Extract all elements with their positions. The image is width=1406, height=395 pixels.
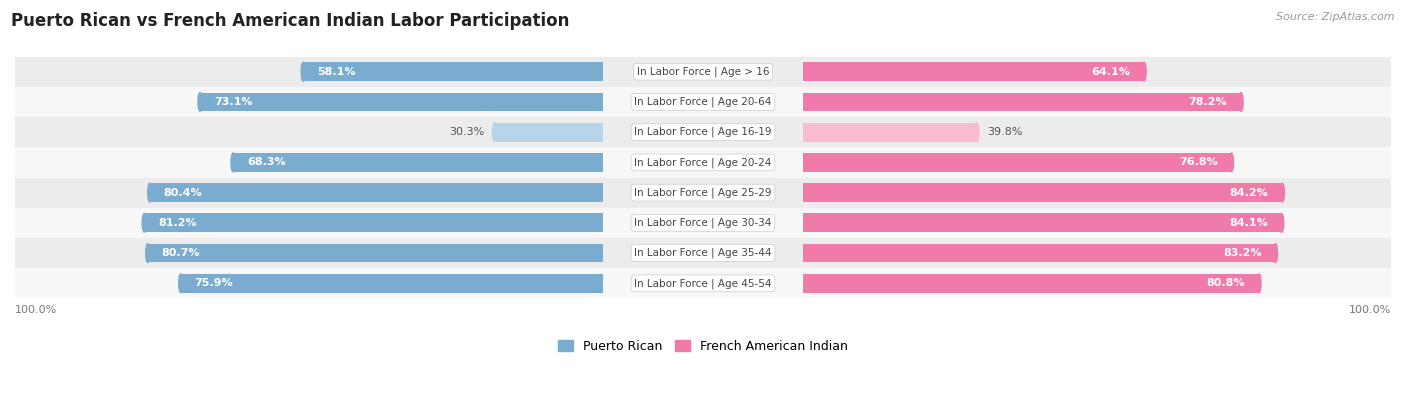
Text: 83.2%: 83.2% bbox=[1223, 248, 1261, 258]
Text: In Labor Force | Age 20-24: In Labor Force | Age 20-24 bbox=[634, 157, 772, 167]
Text: 39.8%: 39.8% bbox=[987, 127, 1022, 137]
Bar bbox=[803, 213, 1282, 232]
Circle shape bbox=[492, 123, 496, 141]
Text: In Labor Force | Age 16-19: In Labor Force | Age 16-19 bbox=[634, 127, 772, 137]
Text: 30.3%: 30.3% bbox=[449, 127, 484, 137]
Bar bbox=[233, 153, 603, 172]
Text: 81.2%: 81.2% bbox=[157, 218, 197, 228]
Text: 80.7%: 80.7% bbox=[162, 248, 200, 258]
Bar bbox=[803, 123, 977, 141]
Bar bbox=[803, 92, 1241, 111]
Text: 73.1%: 73.1% bbox=[214, 97, 252, 107]
Bar bbox=[803, 153, 1232, 172]
Text: In Labor Force | Age > 16: In Labor Force | Age > 16 bbox=[637, 66, 769, 77]
Text: 80.8%: 80.8% bbox=[1206, 278, 1246, 288]
Text: In Labor Force | Age 25-29: In Labor Force | Age 25-29 bbox=[634, 187, 772, 198]
Circle shape bbox=[1229, 153, 1233, 172]
Bar bbox=[145, 213, 603, 232]
Bar bbox=[200, 92, 603, 111]
Bar bbox=[803, 183, 1282, 202]
Circle shape bbox=[1274, 244, 1278, 262]
Text: 78.2%: 78.2% bbox=[1188, 97, 1227, 107]
Circle shape bbox=[1239, 92, 1243, 111]
Text: 100.0%: 100.0% bbox=[1348, 305, 1391, 315]
Circle shape bbox=[1281, 183, 1285, 202]
Circle shape bbox=[179, 274, 183, 293]
Bar bbox=[150, 183, 603, 202]
Circle shape bbox=[142, 213, 146, 232]
Text: 80.4%: 80.4% bbox=[163, 188, 202, 198]
Bar bbox=[15, 147, 1391, 177]
Bar bbox=[495, 123, 603, 141]
Circle shape bbox=[148, 183, 152, 202]
Legend: Puerto Rican, French American Indian: Puerto Rican, French American Indian bbox=[553, 335, 853, 358]
Text: Source: ZipAtlas.com: Source: ZipAtlas.com bbox=[1277, 12, 1395, 22]
Text: 64.1%: 64.1% bbox=[1091, 67, 1130, 77]
Text: In Labor Force | Age 30-34: In Labor Force | Age 30-34 bbox=[634, 218, 772, 228]
Bar bbox=[15, 238, 1391, 268]
Circle shape bbox=[146, 244, 150, 262]
Bar bbox=[15, 87, 1391, 117]
Circle shape bbox=[231, 153, 235, 172]
Text: 76.8%: 76.8% bbox=[1178, 157, 1218, 167]
Circle shape bbox=[974, 123, 979, 141]
Bar bbox=[15, 117, 1391, 147]
Circle shape bbox=[1257, 274, 1261, 293]
Bar bbox=[148, 244, 603, 262]
Text: In Labor Force | Age 45-54: In Labor Force | Age 45-54 bbox=[634, 278, 772, 289]
Bar bbox=[304, 62, 603, 81]
Bar bbox=[15, 208, 1391, 238]
Text: 100.0%: 100.0% bbox=[15, 305, 58, 315]
Circle shape bbox=[301, 62, 305, 81]
Text: In Labor Force | Age 35-44: In Labor Force | Age 35-44 bbox=[634, 248, 772, 258]
Bar bbox=[15, 268, 1391, 298]
Bar bbox=[15, 177, 1391, 208]
Text: 68.3%: 68.3% bbox=[247, 157, 285, 167]
Text: In Labor Force | Age 20-64: In Labor Force | Age 20-64 bbox=[634, 97, 772, 107]
Text: Puerto Rican vs French American Indian Labor Participation: Puerto Rican vs French American Indian L… bbox=[11, 12, 569, 30]
Circle shape bbox=[1279, 213, 1284, 232]
Bar bbox=[803, 274, 1258, 293]
Text: 75.9%: 75.9% bbox=[194, 278, 233, 288]
Bar bbox=[803, 62, 1144, 81]
Text: 84.2%: 84.2% bbox=[1230, 188, 1268, 198]
Bar bbox=[803, 244, 1275, 262]
Circle shape bbox=[198, 92, 202, 111]
Bar bbox=[181, 274, 603, 293]
Text: 84.1%: 84.1% bbox=[1229, 218, 1268, 228]
Text: 58.1%: 58.1% bbox=[316, 67, 356, 77]
Circle shape bbox=[1142, 62, 1146, 81]
Bar bbox=[15, 56, 1391, 87]
